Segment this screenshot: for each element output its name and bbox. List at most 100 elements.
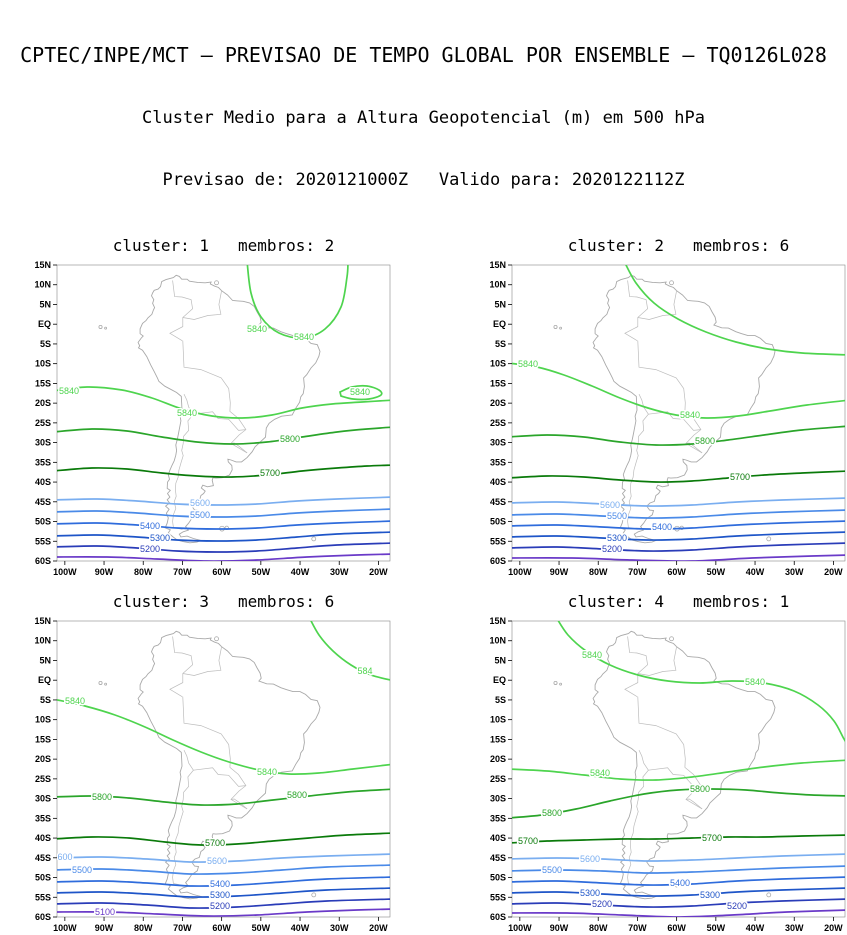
country-border bbox=[193, 411, 246, 431]
lon-tick-label: 60W bbox=[212, 923, 231, 933]
map-canvas-4: 5840 5840 5840 5800 5800 5700 5700 5600 5500 5400… bbox=[489, 616, 846, 933]
contour-5600 bbox=[512, 853, 845, 862]
lat-tick-label: 15N bbox=[489, 616, 506, 626]
country-border bbox=[637, 646, 677, 676]
island bbox=[98, 680, 103, 685]
country-border bbox=[169, 636, 193, 698]
contour-label: 5200 bbox=[592, 899, 612, 909]
lat-tick-label: 60S bbox=[35, 556, 51, 566]
contour-label: 5840 bbox=[745, 677, 765, 687]
coastline bbox=[137, 274, 321, 544]
lat-tick-label: 5N bbox=[494, 299, 506, 309]
contour-label: 5200 bbox=[727, 901, 747, 911]
island bbox=[766, 536, 772, 542]
lon-tick-label: 60W bbox=[667, 923, 686, 933]
lat-tick-label: 25S bbox=[490, 418, 506, 428]
lat-tick-label: 40S bbox=[490, 833, 506, 843]
contour-label: 5840 bbox=[247, 324, 267, 334]
lon-tick-label: 50W bbox=[252, 923, 271, 933]
contour-label: 600 bbox=[57, 852, 72, 862]
island bbox=[104, 682, 108, 686]
contour-5700 bbox=[512, 470, 845, 483]
island bbox=[214, 280, 219, 286]
island bbox=[98, 324, 103, 329]
lon-tick-label: 20W bbox=[369, 923, 388, 933]
contour-5600 bbox=[57, 496, 390, 506]
country-border bbox=[624, 636, 648, 698]
lat-tick-label: 45S bbox=[490, 853, 506, 863]
contour-5840 bbox=[246, 265, 349, 339]
lon-tick-label: 100W bbox=[53, 923, 77, 933]
lat-tick-label: 20S bbox=[35, 398, 51, 408]
lat-tick-label: 40S bbox=[490, 477, 506, 487]
lat-tick-label: 10S bbox=[35, 359, 51, 369]
contour-label: 5840 bbox=[680, 410, 700, 420]
contour-label: 5300 bbox=[607, 533, 627, 543]
cluster-panel-4: cluster: 4 membros: 1 5840 5840 5840 5800 58… bbox=[480, 593, 847, 935]
contour-label: 5400 bbox=[140, 521, 160, 531]
lat-tick-label: 55S bbox=[35, 536, 51, 546]
lat-tick-label: 45S bbox=[490, 497, 506, 507]
island bbox=[311, 536, 317, 542]
lat-tick-label: 10S bbox=[490, 359, 506, 369]
lon-tick-label: 70W bbox=[173, 923, 192, 933]
lat-tick-label: 5N bbox=[39, 655, 51, 665]
island bbox=[104, 326, 108, 330]
lat-tick-label: 60S bbox=[490, 912, 506, 922]
contour-5840 bbox=[625, 265, 845, 356]
lon-tick-label: 80W bbox=[134, 923, 153, 933]
lat-tick-label: 60S bbox=[35, 912, 51, 922]
lon-tick-label: 40W bbox=[746, 923, 765, 933]
contour-5840 bbox=[57, 698, 390, 776]
contour-label: 5840 bbox=[582, 650, 602, 660]
lat-tick-label: EQ bbox=[38, 675, 51, 685]
country-border bbox=[169, 280, 193, 342]
lat-tick-label: 35S bbox=[35, 457, 51, 467]
lat-tick-label: 50S bbox=[35, 873, 51, 883]
panel-title-2: cluster: 2 membros: 6 bbox=[567, 236, 790, 255]
lat-tick-label: 5S bbox=[40, 339, 51, 349]
lon-tick-label: 40W bbox=[291, 923, 310, 933]
contour-5200 bbox=[512, 542, 845, 552]
contour-label: 5800 bbox=[542, 808, 562, 818]
contour-label: 5200 bbox=[602, 544, 622, 554]
contour-label: 5700 bbox=[730, 472, 750, 482]
map-frame bbox=[511, 264, 846, 562]
contour-label: 5100 bbox=[95, 907, 115, 917]
lat-tick-label: 15S bbox=[490, 378, 506, 388]
contour-label: 5500 bbox=[542, 865, 562, 875]
lat-tick-label: 10N bbox=[34, 636, 51, 646]
lon-tick-label: 50W bbox=[252, 567, 271, 577]
contour-label: 5800 bbox=[287, 790, 307, 800]
lon-tick-label: 60W bbox=[667, 567, 686, 577]
lon-tick-label: 90W bbox=[95, 567, 114, 577]
lon-tick-label: 30W bbox=[785, 923, 804, 933]
contour-5700 bbox=[57, 464, 390, 478]
country-border bbox=[172, 749, 194, 886]
lat-tick-label: 10N bbox=[489, 636, 506, 646]
island bbox=[214, 636, 219, 642]
contour-label: 5600 bbox=[600, 500, 620, 510]
contour-5500 bbox=[57, 864, 390, 875]
lat-tick-label: 40S bbox=[35, 833, 51, 843]
lat-tick-label: EQ bbox=[38, 319, 51, 329]
contour-label: 5840 bbox=[65, 696, 85, 706]
country-border bbox=[182, 340, 248, 454]
contour-label: 5840 bbox=[294, 332, 314, 342]
map-frame bbox=[56, 620, 391, 918]
cluster-panel-1: cluster: 1 membros: 2 5840 5840 5840 5840 58… bbox=[25, 237, 392, 579]
lon-tick-label: 50W bbox=[707, 923, 726, 933]
chart-header: CPTEC/INPE/MCT — PREVISAO DE TEMPO GLOBA… bbox=[0, 0, 847, 211]
contour-5840 bbox=[57, 386, 390, 419]
lon-tick-label: 80W bbox=[589, 567, 608, 577]
lon-tick-label: 70W bbox=[628, 923, 647, 933]
coastline bbox=[592, 274, 776, 544]
cluster-panels-grid: cluster: 1 membros: 2 5840 5840 5840 5840 58… bbox=[0, 237, 847, 935]
contour-5500 bbox=[512, 509, 845, 519]
lat-tick-label: 55S bbox=[35, 892, 51, 902]
lat-tick-label: 15N bbox=[34, 260, 51, 270]
lat-tick-label: 30S bbox=[490, 794, 506, 804]
lat-tick-label: 50S bbox=[35, 517, 51, 527]
contour-5840 bbox=[512, 759, 845, 781]
lat-tick-label: 5S bbox=[40, 695, 51, 705]
